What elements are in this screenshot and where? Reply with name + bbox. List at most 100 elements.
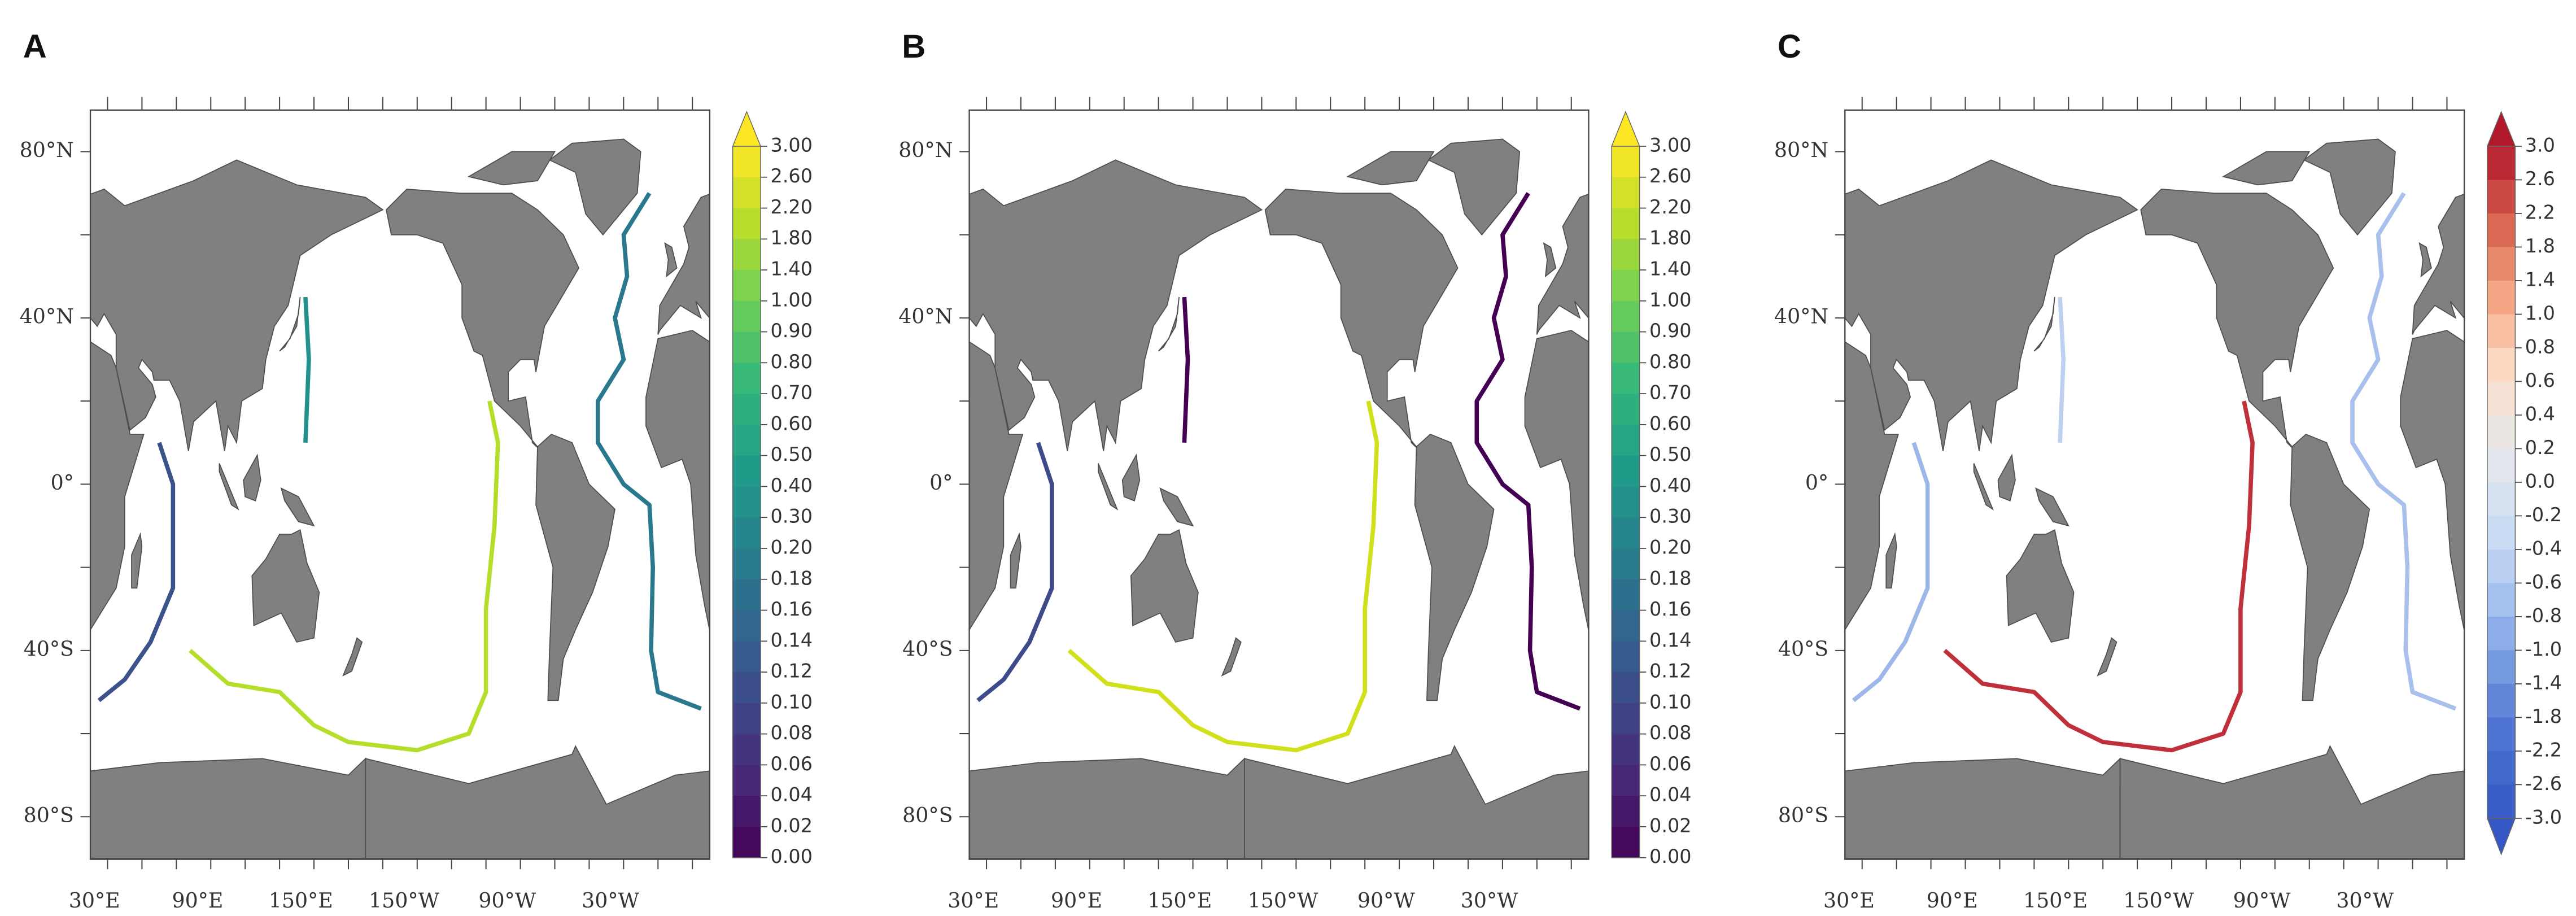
land (969, 159, 1263, 451)
colorbar-segment (1612, 548, 1640, 580)
ridge (303, 296, 311, 443)
colorbar-label: 2.6 (2525, 168, 2555, 190)
land (1264, 188, 1459, 452)
land (2400, 330, 2465, 631)
colorbar-segment (732, 363, 761, 394)
colorbar-label: 0.30 (771, 505, 813, 527)
colorbar-segment (2487, 146, 2516, 181)
lon-label: 90°W (1357, 888, 1415, 913)
colorbar-segment (732, 610, 761, 642)
colorbar-label: 0.18 (1649, 567, 1691, 589)
colorbar-label: -0.8 (2525, 604, 2562, 626)
ridge (2058, 296, 2066, 443)
colorbar-label: 0.18 (771, 567, 813, 589)
lon-label: 150°W (1248, 888, 1319, 913)
land (1685, 139, 1776, 234)
colorbar-label: 0.40 (771, 474, 813, 496)
colorbar-segment (2487, 213, 2516, 248)
colorbar-label: 0.40 (1649, 474, 1691, 496)
land (467, 151, 556, 186)
colorbar-label: 0.20 (1649, 536, 1691, 558)
land (1159, 487, 1194, 527)
lon-label: 150°E (2023, 888, 2088, 913)
lat-label: 80°N (898, 138, 953, 162)
colorbar-segment (2487, 347, 2516, 382)
colorbar-extend (1611, 110, 1640, 147)
lat-label: 80°S (902, 803, 953, 827)
land (46, 243, 58, 277)
lon-label: 30°W (1461, 888, 1518, 913)
land (2119, 745, 2465, 859)
ridge (189, 400, 500, 753)
land (809, 139, 900, 234)
land (1414, 433, 1495, 701)
colorbar-segment (2487, 583, 2516, 617)
panel-label: A (23, 28, 47, 65)
colorbar-segment (2487, 180, 2516, 214)
lon-label: 150°E (269, 888, 333, 913)
land (0, 139, 21, 234)
colorbar-label: 2.60 (1649, 165, 1691, 187)
colorbar-label: -0.2 (2525, 504, 2562, 526)
map (0, 110, 938, 860)
colorbar-label: 0.0 (2525, 470, 2555, 492)
colorbar-label: 0.00 (1649, 845, 1691, 867)
land (901, 488, 933, 526)
colorbar-segment (2487, 516, 2516, 550)
colorbar-label: 0.8 (2525, 335, 2555, 357)
colorbar-frame (732, 146, 761, 858)
land (2303, 138, 2396, 236)
colorbar-label: 0.16 (1649, 598, 1691, 620)
colorbar-label: 1.80 (1649, 227, 1691, 249)
panel: 80°N 40°N 0° 40°S 80°S 30°E 90°E 150°E 150°W 90°W… (0, 97, 938, 913)
lat-label: 0° (51, 470, 74, 495)
colorbar-label: 0.10 (771, 691, 813, 713)
land (535, 433, 615, 701)
colorbar-segment (1612, 363, 1640, 394)
colorbar-label: 0.02 (771, 814, 813, 836)
colorbar-segment (732, 641, 761, 673)
lon-label: 30°W (2336, 888, 2394, 913)
land (1221, 637, 1242, 677)
land (1130, 529, 1199, 643)
colorbar-segment (1612, 300, 1640, 333)
colorbar-label: -0.6 (2525, 571, 2562, 593)
land (871, 530, 938, 642)
land (2140, 188, 2334, 452)
colorbar-segment (732, 331, 761, 364)
land (657, 193, 710, 335)
land (2290, 433, 2370, 701)
colorbar-label: 0.70 (771, 382, 813, 404)
colorbar-label: 0.50 (771, 443, 813, 465)
colorbar-label: 0.90 (771, 320, 813, 342)
colorbar-label: -2.2 (2525, 739, 2562, 761)
colorbar-label: 0.14 (771, 629, 813, 651)
land (1845, 757, 2121, 859)
land (863, 455, 880, 501)
land (1121, 453, 1141, 501)
colorbar-extend (732, 110, 762, 147)
colorbar-segment (2487, 616, 2516, 651)
land (365, 745, 710, 859)
colorbar-segment (732, 486, 761, 518)
colorbar-segment (2487, 247, 2516, 281)
land (839, 463, 858, 509)
colorbar-segment (1612, 703, 1640, 735)
colorbar-segment (732, 270, 761, 302)
land (645, 330, 710, 631)
colorbar-label: 2.60 (771, 165, 813, 187)
colorbar: 3.0 2.6 2.2 1.8 1.4 1.0 0.8 0.6 0.4 0.2 0.0 -0.2 -0.… (2486, 110, 2562, 856)
lon-label: 90°E (1927, 888, 1978, 913)
land (1750, 530, 1817, 642)
land (664, 242, 678, 278)
colorbar-label: 1.40 (771, 258, 813, 280)
lon-label: 150°W (369, 888, 440, 913)
colorbar-segment (732, 765, 761, 797)
colorbar-label: 0.08 (1649, 722, 1691, 744)
lon-label: 150°E (1147, 888, 1212, 913)
ridge (1852, 442, 1930, 703)
colorbar-label: 0.60 (1649, 412, 1691, 434)
colorbar-label: 0.80 (1649, 351, 1691, 373)
colorbar-label: 0.06 (1649, 753, 1691, 775)
